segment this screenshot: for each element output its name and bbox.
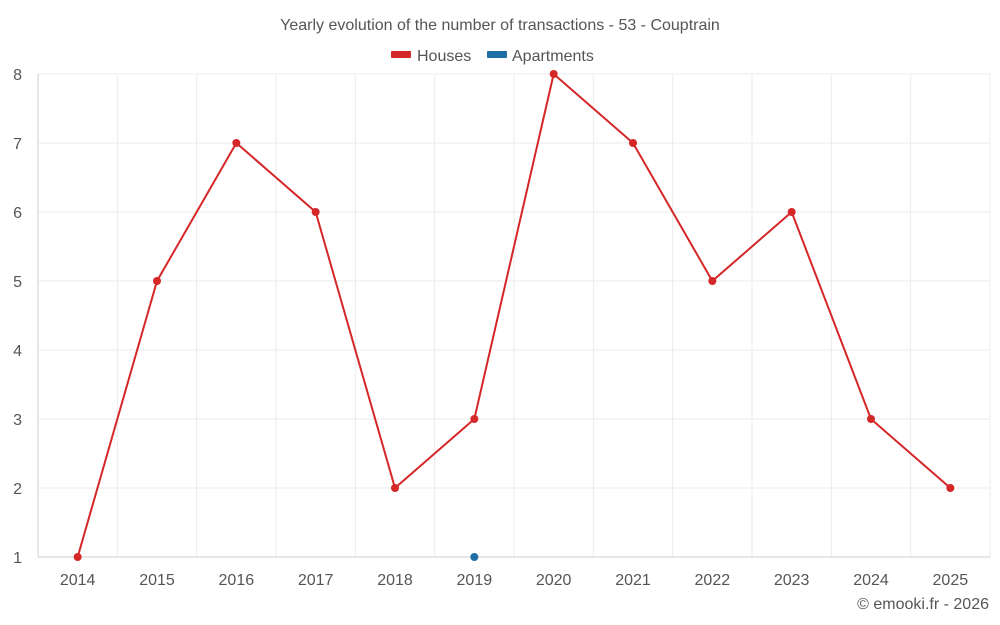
legend-item-apartments[interactable]: Apartments (487, 48, 594, 65)
data-point-houses[interactable] (629, 139, 637, 147)
y-tick-label: 8 (13, 67, 22, 84)
x-tick-label: 2025 (933, 572, 969, 589)
x-tick-label: 2019 (457, 572, 493, 589)
legend-swatch-houses (391, 51, 411, 58)
y-tick-label: 6 (13, 205, 22, 222)
legend-label-houses: Houses (417, 48, 471, 65)
y-tick-label: 4 (13, 343, 22, 360)
legend-item-houses[interactable]: Houses (391, 48, 471, 65)
chart-title: Yearly evolution of the number of transa… (280, 17, 720, 34)
data-point-houses[interactable] (946, 484, 955, 492)
series (73, 70, 955, 561)
data-point-houses[interactable] (153, 277, 161, 285)
data-point-houses[interactable] (311, 208, 320, 216)
x-tick-label: 2018 (377, 572, 413, 589)
x-tick-label: 2015 (139, 572, 175, 589)
x-tick-label: 2022 (695, 572, 731, 589)
data-point-houses[interactable] (549, 70, 558, 78)
data-point-houses[interactable] (470, 415, 479, 423)
data-point-houses[interactable] (391, 484, 399, 492)
legend-swatch-apartments (487, 51, 507, 58)
y-tick-label: 5 (13, 274, 22, 291)
axes (37, 74, 990, 558)
x-tick-label: 2017 (298, 572, 334, 589)
data-point-houses[interactable] (708, 277, 717, 285)
x-tick-label: 2024 (853, 572, 889, 589)
legend: Houses Apartments (391, 48, 594, 65)
series-line-houses (76, 73, 951, 558)
y-tick-label: 7 (13, 136, 22, 153)
x-tick-label: 2014 (60, 572, 96, 589)
y-tick-label: 2 (13, 481, 22, 498)
x-tick-label: 2021 (615, 572, 651, 589)
x-tick-label: 2016 (219, 572, 255, 589)
legend-label-apartments: Apartments (512, 48, 594, 65)
credit-text: © emooki.fr - 2026 (857, 596, 989, 613)
data-point-houses[interactable] (232, 139, 241, 147)
grid (38, 73, 991, 557)
x-tick-label: 2023 (774, 572, 810, 589)
x-tick-labels: 2014 2015 2016 2017 2018 2019 2020 2021 2022 2023… (60, 572, 968, 589)
data-point-houses[interactable] (867, 415, 875, 423)
y-tick-labels: 1 2 3 4 5 6 7 8 (13, 67, 22, 567)
y-tick-label: 3 (13, 412, 22, 429)
x-tick-label: 2020 (536, 572, 572, 589)
data-point-houses[interactable] (787, 208, 796, 216)
data-point-apartments[interactable] (470, 553, 479, 561)
y-tick-label: 1 (13, 550, 22, 567)
data-point-houses[interactable] (73, 553, 82, 561)
